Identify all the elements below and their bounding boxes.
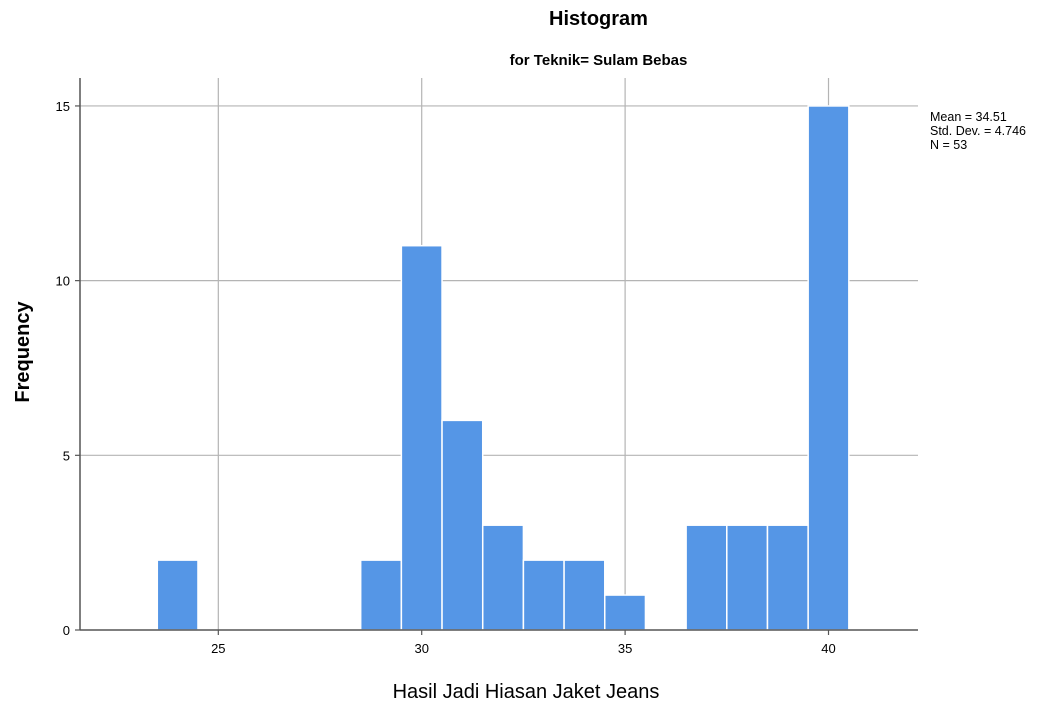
chart-title: Histogram (549, 8, 648, 30)
histogram-bar (400, 244, 443, 631)
stat-mean: Mean = 34.51 (930, 110, 1007, 124)
stat-n: N = 53 (930, 138, 968, 152)
chart-subtitle: for Teknik= Sulam Bebas (509, 52, 688, 69)
histogram-bar (726, 524, 769, 631)
histogram-bar (481, 524, 525, 631)
y-tick-label: 5 (63, 448, 70, 463)
histogram-bar (604, 594, 647, 631)
histogram-bar (766, 524, 809, 631)
x-tick-label: 35 (618, 641, 632, 656)
y-tick-label: 10 (56, 274, 70, 289)
histogram-bar (563, 559, 606, 631)
histogram-bar (359, 559, 403, 631)
x-tick-label: 40 (821, 641, 835, 656)
x-tick-label: 30 (414, 641, 428, 656)
y-axis-title: Frequency (12, 301, 34, 403)
x-axis-title: Hasil Jadi Hiasan Jaket Jeans (393, 681, 660, 703)
histogram-bar (156, 559, 199, 631)
y-tick-label: 0 (63, 623, 70, 638)
histogram-bar (441, 419, 484, 631)
histogram-bar (807, 105, 850, 631)
histogram-bar (685, 524, 728, 631)
statistics-legend: Mean = 34.51 Std. Dev. = 4.746 N = 53 (930, 110, 1026, 152)
stat-std-dev: Std. Dev. = 4.746 (930, 124, 1027, 138)
x-tick-label: 25 (211, 641, 225, 656)
histogram-bar (522, 559, 565, 631)
y-tick-label: 15 (56, 99, 70, 114)
